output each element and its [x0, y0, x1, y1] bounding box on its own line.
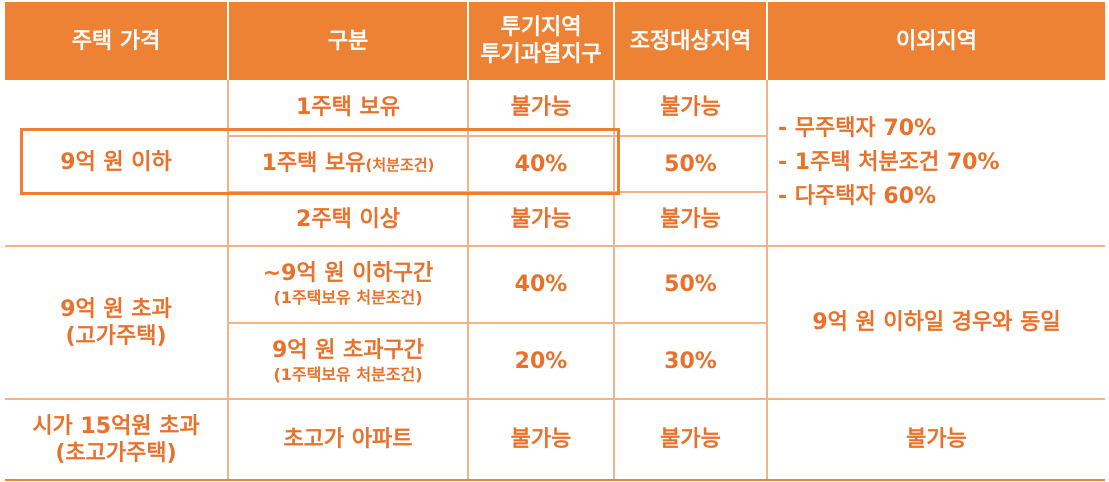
header-other-zone: 이외지역: [766, 2, 1105, 80]
category-cell: 9억 원 초과구간 (1주택보유 처분조건): [228, 322, 469, 400]
header-row: 주택 가격 구분 투기지역 투기과열지구 조정대상지역 이외지역: [5, 2, 1105, 80]
adjusted-value: 불가능: [613, 191, 767, 247]
category-label: 1주택 보유: [261, 150, 366, 176]
speculation-value: 불가능: [467, 398, 615, 481]
adjusted-value: 30%: [613, 322, 767, 400]
table-row: 시가 15억원 초과 (초고가주택) 초고가 아파트 불가능 불가능 불가능: [5, 398, 1105, 481]
price-15-over: 시가 15억원 초과 (초고가주택): [5, 398, 229, 481]
category-cell: 1주택 보유: [227, 80, 469, 137]
adjusted-value: 50%: [613, 135, 767, 193]
speculation-value: 불가능: [467, 80, 615, 137]
price-line: (초고가주택): [55, 440, 177, 466]
speculation-value: 40%: [467, 135, 615, 193]
list-item: - 다주택자 60%: [778, 183, 937, 209]
header-category: 구분: [227, 2, 468, 80]
price-9-over: 9억 원 초과 (고가주택): [5, 245, 229, 400]
speculation-value: 불가능: [467, 191, 615, 247]
adjusted-value: 불가능: [613, 80, 768, 137]
list-item: - 1주택 처분조건 70%: [778, 149, 1000, 175]
adjusted-value: 50%: [613, 245, 768, 324]
category-cell: ~9억 원 이하구간 (1주택보유 처분조건): [227, 245, 469, 324]
other-zone-cell: 불가능: [766, 398, 1105, 481]
header-speculation-zone-line2: 투기과열지구: [480, 42, 602, 67]
category-cell: 초고가 아파트: [227, 398, 469, 481]
header-price: 주택 가격: [5, 2, 228, 80]
header-speculation-zone: 투기지역 투기과열지구: [467, 2, 614, 80]
table-row: 9억 원 초과구간 (1주택보유 처분조건) 20% 30%: [5, 322, 1105, 400]
other-zone-list: - 무주택자 70% - 1주택 처분조건 70% - 다주택자 60%: [766, 80, 1105, 247]
speculation-value: 40%: [467, 245, 615, 324]
category-label: ~9억 원 이하구간: [262, 261, 434, 286]
table-row: 9억 원 이하 1주택 보유 불가능 불가능 - 무주택자 70% - 1주택 …: [5, 80, 1105, 247]
price-line: (고가주택): [65, 323, 167, 349]
adjusted-value: 불가능: [613, 398, 768, 481]
table-row: 1주택 보유(처분조건) 40% 50%: [5, 135, 1105, 193]
header-speculation-zone-line1: 투기지역: [500, 15, 582, 40]
speculation-value: 20%: [467, 322, 615, 400]
price-line: 시가 15억원 초과: [32, 413, 200, 439]
category-label-small: (처분조건): [365, 155, 435, 174]
table-row: 9억 원 초과 (고가주택) ~9억 원 이하구간 (1주택보유 처분조건) 4…: [5, 245, 1105, 400]
list-item: - 무주택자 70%: [778, 115, 937, 141]
highlight-box: [20, 128, 620, 195]
category-label: 9억 원 초과구간: [271, 337, 425, 363]
ltv-table: 주택 가격 구분 투기지역 투기과열지구 조정대상지역 이외지역 9억 원 이하…: [5, 2, 1105, 481]
other-zone-cell: 9억 원 이하일 경우와 동일: [766, 245, 1105, 400]
price-9-under: 9억 원 이하: [5, 80, 229, 247]
category-cell: 1주택 보유(처분조건): [228, 135, 469, 193]
header-adjusted-zone: 조정대상지역: [613, 2, 767, 80]
price-line: 9억 원 초과: [60, 296, 172, 322]
category-cell: 2주택 이상: [228, 191, 469, 247]
category-sub: (1주택보유 처분조건): [273, 288, 423, 307]
table-row: 2주택 이상 불가능 불가능: [5, 191, 1105, 247]
category-sub: (1주택보유 처분조건): [273, 364, 423, 384]
